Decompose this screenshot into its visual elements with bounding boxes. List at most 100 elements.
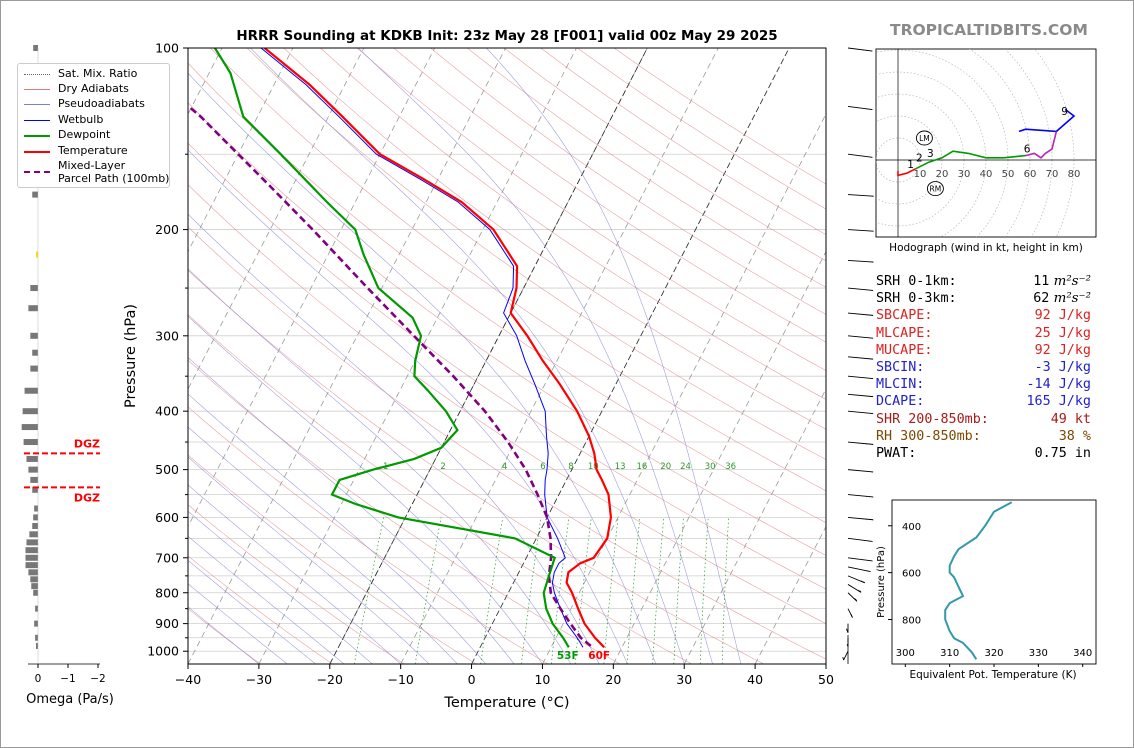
hodograph-trace [915,150,1026,170]
legend-label: Mixed-Layer [58,159,126,172]
omega-bar [25,547,38,554]
stat-value: 165 J/kg [1027,393,1092,410]
dry-adiabat-line [188,62,826,524]
y-tick-label: 800 [155,585,179,600]
theta-e-frame [891,499,1097,665]
moist-adiabat-line [188,426,458,664]
hodograph-ring-label: 60 [1024,169,1037,180]
hodograph-storm-label: RM [930,185,942,194]
mixing-ratio-line [699,517,709,664]
y-tick-label: 500 [155,462,179,477]
omega-bar [23,439,38,446]
isotherm-line [258,48,577,664]
hodograph-height-label: 6 [1024,144,1031,156]
wind-barb-full [846,628,849,633]
stat-value: 25 J/kg [1035,325,1091,342]
moist-adiabat-line [188,583,288,664]
stat-row: DCAPE: 165 J/kg [876,393,1096,410]
omega-bar [32,522,38,529]
stat-value: 92 J/kg [1035,307,1091,324]
legend-label: Temperature [58,144,128,157]
stat-number: 49 kt [1050,411,1091,427]
wind-barb-full [860,580,863,583]
legend-swatch [24,171,50,173]
x-tick-label: 30 [676,672,692,687]
dry-adiabat-line [188,184,826,624]
stat-label: SBCAPE: [876,308,933,324]
dry-adiabat-line [188,269,764,664]
hodograph-label: Hodograph (wind in kt, height in km) [889,242,1083,254]
wind-barb [847,194,874,197]
stat-number: 92 J/kg [1034,308,1091,324]
theta-e-x-tick-label: 320 [984,648,1003,659]
x-tick-label: 40 [747,672,763,687]
wind-barb-staff [847,375,874,379]
mixing-ratio-line [574,517,592,664]
legend-swatch [24,74,50,75]
omega-bar [33,45,38,51]
mixing-ratio-label: 13 [615,462,626,472]
wind-barb [847,375,874,379]
hodograph-storm-marker [926,181,944,197]
wind-barb-pennant [868,471,874,473]
stat-row: MLCAPE: 25 J/kg [876,325,1096,342]
moist-adiabat-line [188,456,430,664]
hodograph-height-label: 1 [907,159,914,171]
stat-value: -14 J/kg [1027,376,1092,393]
hodograph-storm-label: LM [919,134,930,143]
stat-number: 165 J/kg [1026,394,1092,410]
omega-bar [32,486,38,493]
legend-label: Sat. Mix. Ratio [58,67,138,80]
x-tick-label: 20 [605,672,621,687]
theta-e-xlabel: Equivalent Pot. Temperature (K) [909,669,1076,681]
hodograph-height-label: 3 [927,148,934,160]
omega-bar [33,514,38,521]
theta-e-x-tick-label: 300 [896,648,915,659]
wind-barb-staff [847,592,858,602]
hodograph-trace [1025,131,1058,159]
y-tick-label: 100 [155,41,179,56]
omega-bar [24,387,38,394]
wind-barb-pennant [868,314,874,316]
wind-barb-pennant [868,358,874,360]
theta-e-plot [944,501,1013,660]
moist-adiabat-line [188,535,345,664]
stat-value: 0.75 in [1035,445,1091,462]
wind-barb-staff [847,494,874,498]
wind-barb-staff [847,393,874,398]
stat-label: SBCIN: [876,359,925,375]
stat-number: -14 J/kg [1026,377,1092,393]
wind-barb-pennant [867,108,873,110]
dry-adiabat-line [283,48,826,430]
mixing-ratio-line [353,517,385,664]
wind-barb [847,47,873,52]
dry-adiabat-line [188,504,405,664]
wind-barb-staff [843,651,849,661]
wind-barb-half [850,614,853,617]
wind-barb [847,393,874,398]
x-tick-label: 50 [818,672,834,687]
stat-value: 92 J/kg [1035,342,1091,359]
wind-barb [847,566,871,572]
stat-number: -3 J/kg [1034,359,1091,375]
dry-adiabat-line [393,48,826,343]
mixing-ratio-label: 6 [540,462,545,472]
dry-adiabat-line [188,359,621,664]
isotherm-line [329,48,648,664]
stat-label: SRH 0-3km: [876,291,957,307]
omega-bar [30,365,38,372]
mixing-ratio-line [603,517,619,664]
legend: Sat. Mix. Ratio Dry Adiabats Pseudoadiabat… [17,63,170,188]
parcel-path-line [188,104,592,647]
isotherm-line [400,48,719,664]
stat-value: -3 J/kg [1035,359,1091,376]
omega-bar [36,642,38,649]
stat-label: SRH 0-1km: [876,274,957,289]
moist-adiabat-line [188,72,657,664]
wind-barb-pennant [868,230,874,232]
stat-row: SRH 0-3km: 62 m²s⁻² [876,290,1096,307]
dry-adiabat-line [188,555,333,664]
omega-bar [25,554,38,561]
wind-barb-pennant [868,337,874,339]
mixing-ratio-line [414,517,442,664]
